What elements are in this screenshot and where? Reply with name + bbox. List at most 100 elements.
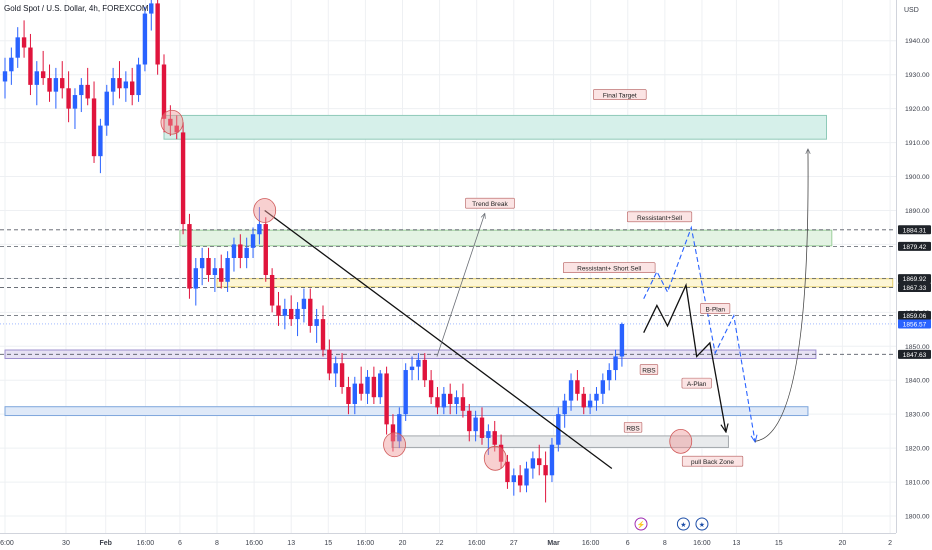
candle-body [587, 400, 593, 408]
x-tick-label: 13 [733, 540, 741, 547]
candle-body [352, 383, 357, 404]
us-flag-event-icon-ring [676, 517, 690, 531]
candle-body [91, 98, 97, 157]
resistant-short-sell-zone [216, 278, 894, 288]
candle-body [568, 380, 574, 401]
candle-body [422, 359, 427, 381]
annotation-label: RBS [626, 425, 640, 432]
price-level-tag-text: 1847.63 [903, 352, 927, 359]
x-tick-label: 20 [399, 540, 407, 547]
price-level-tag [898, 282, 931, 292]
candle-body [320, 319, 326, 350]
annotation-label-box [623, 421, 643, 433]
price-level-tag [898, 274, 931, 284]
candle-body [358, 383, 364, 394]
price-level-tag-text: 1867.33 [903, 285, 927, 292]
x-tick-label: 8 [663, 540, 667, 547]
candle-body [238, 244, 243, 259]
candle-body [219, 268, 224, 282]
annotation-label-box [681, 377, 712, 389]
y-tick-label: 1800.00 [905, 514, 930, 521]
y-tick-label: 1900.00 [905, 174, 930, 181]
annotation-label-box [639, 364, 659, 375]
candle-body [149, 3, 154, 14]
currency-label: USD [904, 7, 919, 14]
symbol-title: Gold Spot / U.S. Dollar, 4h, FOREXCOM [4, 4, 149, 13]
x-tick-label: 2 [888, 540, 892, 547]
candle-body [85, 84, 90, 99]
trend-line [264, 209, 613, 470]
price-level-tag [898, 349, 931, 359]
candle-body [2, 71, 8, 82]
candle-body [72, 95, 78, 109]
candle-body [511, 475, 516, 483]
highlight-circle [160, 109, 184, 135]
y-tick-label: 1820.00 [905, 446, 930, 453]
trend-break-arrow [436, 214, 485, 357]
candle-body [47, 78, 52, 92]
y-tick-label: 1940.00 [905, 38, 930, 45]
candle-body [435, 397, 440, 408]
annotation-label-box [593, 89, 647, 100]
final-target-zone [163, 114, 827, 140]
annotation-label-box [562, 262, 656, 273]
candle-body [384, 373, 389, 425]
annotation-label: RBS [642, 368, 656, 375]
candle-body [180, 132, 186, 225]
candle-body [212, 268, 218, 275]
candle-body [193, 268, 198, 289]
candle-body [257, 224, 262, 235]
us-flag-event-icon-2: ★ [699, 521, 705, 529]
candle-body [168, 118, 173, 126]
candle-body [225, 258, 230, 282]
candle-body [613, 356, 618, 371]
x-tick-label: 30 [62, 540, 70, 547]
x-tick-label: 16:00 [245, 540, 263, 547]
candle-body [428, 380, 434, 398]
candle-body [21, 37, 27, 48]
annotation-label-box [700, 303, 731, 314]
price-level-tag-text: 1856.57 [903, 321, 927, 328]
candle-body [308, 298, 313, 326]
x-tick-label: 16:00 [0, 540, 14, 547]
candle-body [187, 224, 192, 289]
annotation-label: Trend Break [472, 201, 508, 208]
annotation-label: A-Plan [687, 381, 707, 388]
candle-body [460, 397, 466, 411]
candle-body [505, 461, 510, 483]
candle-body [333, 363, 338, 374]
candle-body [498, 444, 504, 462]
annotation-label: Ressistant+Sell [637, 215, 683, 222]
y-tick-label: 1840.00 [905, 378, 930, 385]
candle-body [378, 373, 383, 398]
y-tick-label: 1810.00 [905, 480, 930, 487]
annotation-label-box [626, 211, 693, 223]
candle-body [448, 393, 453, 404]
candle-body [136, 64, 141, 96]
price-level-tag-text: 1884.31 [903, 227, 927, 234]
candle-body [110, 78, 116, 92]
candle-body [28, 47, 33, 85]
candle-body [9, 57, 14, 72]
x-tick-label: 15 [324, 540, 332, 547]
candle-body [562, 400, 567, 415]
candle-body [339, 363, 345, 388]
x-tick-label: 27 [510, 540, 518, 547]
candle-body [263, 224, 268, 275]
resistant-sell-zone [179, 229, 833, 247]
plan-a-path [643, 282, 726, 431]
candle-body [301, 298, 307, 309]
candle-body [269, 274, 275, 306]
candle-body [53, 78, 59, 92]
candle-body [60, 78, 65, 89]
lightning-event-icon: ⚡ [637, 520, 646, 529]
candle-body [244, 247, 249, 259]
price-level-tag-text: 1859.06 [903, 313, 927, 320]
candle-body [473, 417, 478, 432]
candle-body [530, 458, 536, 469]
x-tick-label: 20 [839, 540, 847, 547]
highlight-circle [669, 428, 693, 454]
